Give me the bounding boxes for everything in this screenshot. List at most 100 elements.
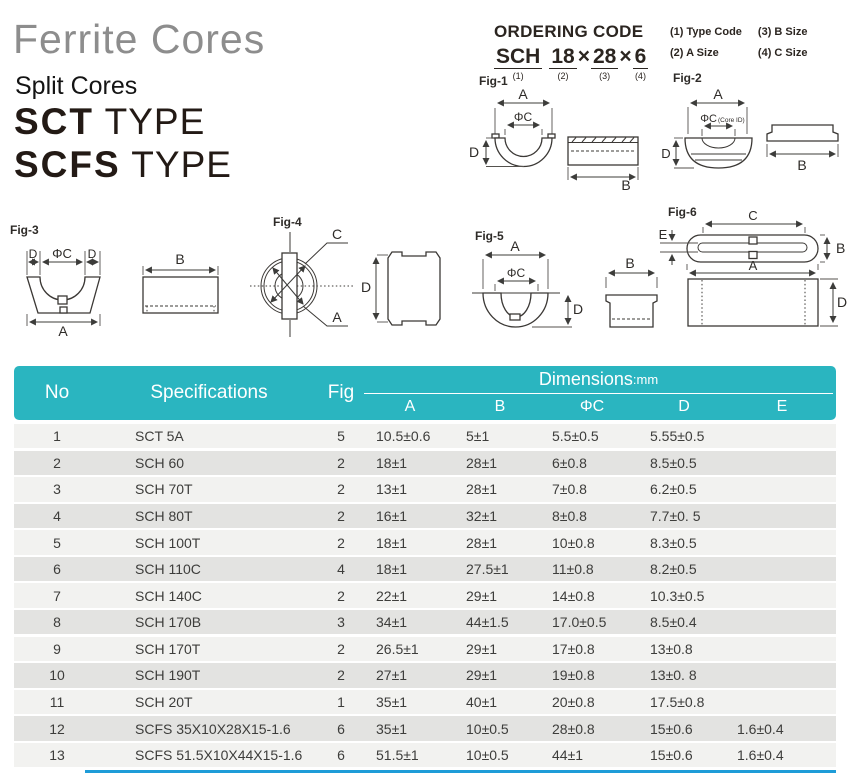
cell-d: 7.7±0. 5 bbox=[650, 507, 701, 524]
cell-a: 22±1 bbox=[376, 587, 408, 604]
cell-c: 17±0.8 bbox=[552, 640, 595, 657]
table-row: 1 SCT 5A 5 10.5±0.6 5±1 5.5±0.5 5.55±0.5 bbox=[14, 424, 836, 449]
table-row: 13 SCFS 51.5X10X44X15-1.6 6 51.5±1 10±0.5 44±… bbox=[14, 742, 836, 768]
cell-c: 10±0.8 bbox=[552, 534, 595, 551]
fig1-dim-d: D bbox=[469, 137, 524, 167]
header-specifications: Specifications bbox=[150, 382, 268, 403]
legend-item: (1) Type Code bbox=[670, 26, 742, 38]
ordering-part-b: 28 (3) bbox=[590, 45, 619, 82]
cell-no: 3 bbox=[53, 481, 61, 498]
type-sct-rest: TYPE bbox=[94, 101, 206, 142]
fig5-dim-b-label: B bbox=[625, 255, 634, 271]
cell-no: 13 bbox=[49, 747, 65, 764]
cell-b: 10±0.5 bbox=[466, 747, 509, 764]
cell-b: 28±1 bbox=[466, 454, 498, 471]
fig1-dim-d-label: D bbox=[469, 144, 479, 160]
fig4-dim-d-label: D bbox=[361, 279, 371, 295]
cell-c: 14±0.8 bbox=[552, 587, 595, 604]
fig2-front-view bbox=[684, 137, 753, 169]
table-row: 11 SCH 20T 1 35±1 40±1 20±0.8 17.5±0.8 bbox=[14, 689, 836, 715]
cell-b: 44±1.5 bbox=[466, 614, 509, 631]
type-sct-bold: SCT bbox=[14, 101, 94, 142]
cell-fig: 5 bbox=[337, 428, 345, 445]
table-row: 4 SCH 80T 2 16±1 32±1 8±0.8 7.7±0. 5 bbox=[14, 503, 836, 529]
cell-no: 8 bbox=[53, 614, 61, 631]
cell-c: 8±0.8 bbox=[552, 507, 587, 524]
cell-no: 7 bbox=[53, 587, 61, 604]
cell-c: 28±0.8 bbox=[552, 720, 595, 737]
fig3-dim-b: B bbox=[142, 251, 219, 275]
table-row: 2 SCH 60 2 18±1 28±1 6±0.8 8.5±0.5 bbox=[14, 450, 836, 475]
fig2-dim-d: D bbox=[661, 137, 694, 169]
fig5-side-view bbox=[605, 294, 658, 328]
cell-fig: 2 bbox=[337, 640, 345, 657]
dimensions-table: No Specifications Fig Dimensions:mm A B … bbox=[14, 366, 836, 770]
table-row: 12 SCFS 35X10X28X15-1.6 6 35±1 10±0.5 28±0.8 1… bbox=[14, 716, 836, 741]
cell-c: 20±0.8 bbox=[552, 693, 595, 710]
fig2-dim-d-label: D bbox=[661, 146, 670, 161]
fig1-dim-b: B bbox=[567, 167, 639, 192]
ordering-part-c-value: 6 bbox=[632, 45, 649, 70]
cell-spec: SCH 20T bbox=[135, 693, 193, 710]
cell-fig: 3 bbox=[337, 614, 345, 631]
fig6-dim-a-label: A bbox=[749, 258, 758, 273]
cell-fig: 6 bbox=[337, 747, 345, 764]
ordering-part-b-marker: (3) bbox=[599, 71, 611, 82]
cell-a: 35±1 bbox=[376, 693, 408, 710]
cell-b: 28±1 bbox=[466, 481, 498, 498]
fig2-dim-c-label: ΦC bbox=[700, 113, 717, 125]
fig6-top-view bbox=[660, 234, 819, 263]
fig6-side-view bbox=[687, 278, 819, 327]
fig2-dim-c-note: (Core ID) bbox=[718, 117, 745, 124]
fig1-dim-a: A bbox=[494, 86, 553, 134]
fig2-dim-c: ΦC (Core ID) bbox=[700, 113, 745, 136]
fig1-label: Fig-1 bbox=[479, 74, 508, 88]
cell-no: 1 bbox=[53, 428, 61, 445]
table-row: 9 SCH 170T 2 26.5±1 29±1 17±0.8 13±0.8 bbox=[14, 636, 836, 662]
cell-spec: SCH 60 bbox=[135, 454, 185, 471]
page-title: Ferrite Cores bbox=[13, 16, 266, 62]
cell-no: 5 bbox=[53, 534, 61, 551]
cell-spec: SCH 170B bbox=[135, 614, 202, 631]
cell-a: 26.5±1 bbox=[376, 640, 419, 657]
cell-d: 5.55±0.5 bbox=[650, 428, 705, 445]
header-col-c: ΦC bbox=[579, 398, 605, 415]
fig3-dim-d1-label: D bbox=[29, 247, 38, 261]
ordering-part-type-value: SCH bbox=[494, 45, 543, 70]
cell-d: 8.5±0.5 bbox=[650, 454, 697, 471]
header-col-a: A bbox=[404, 398, 416, 415]
type-title-sct: SCT TYPE bbox=[14, 101, 205, 143]
cell-no: 9 bbox=[53, 640, 61, 657]
fig2-label: Fig-2 bbox=[673, 71, 702, 85]
table-header: No Specifications Fig Dimensions:mm A B … bbox=[14, 366, 836, 420]
fig4-dim-c-label: C bbox=[332, 226, 342, 242]
fig3-label: Fig-3 bbox=[10, 223, 39, 237]
cell-spec: SCFS 51.5X10X44X15-1.6 bbox=[135, 747, 303, 764]
fig2-dim-b-label: B bbox=[797, 157, 806, 173]
fig4-dim-d: D bbox=[361, 254, 388, 323]
cell-c: 11±0.8 bbox=[552, 561, 594, 578]
fig2-side-view bbox=[766, 124, 839, 142]
cell-b: 27.5±1 bbox=[466, 561, 509, 578]
fig3-dim-a-label: A bbox=[58, 323, 68, 339]
header-col-b: B bbox=[494, 398, 506, 415]
cell-fig: 2 bbox=[337, 454, 345, 471]
cell-a: 51.5±1 bbox=[376, 747, 419, 764]
page-subtitle: Split Cores bbox=[15, 72, 138, 100]
cell-fig: 6 bbox=[337, 720, 345, 737]
fig3-side-view bbox=[142, 276, 219, 314]
fig4-drawing: Fig-4 C A D bbox=[250, 215, 441, 337]
cell-e: 1.6±0.4 bbox=[737, 747, 784, 764]
fig4-front-view: C A bbox=[250, 226, 353, 337]
cell-c: 44±1 bbox=[552, 747, 584, 764]
cell-spec: SCH 140C bbox=[135, 587, 202, 604]
header-col-e: E bbox=[776, 398, 788, 415]
cell-d: 8.5±0.4 bbox=[650, 614, 697, 631]
fig5-dim-a: A bbox=[482, 238, 549, 289]
cell-d: 15±0.6 bbox=[650, 720, 693, 737]
cell-fig: 2 bbox=[337, 481, 345, 498]
cell-spec: SCH 100T bbox=[135, 534, 201, 551]
fig6-dim-b-label: B bbox=[836, 240, 845, 256]
fig2-dim-a: A bbox=[687, 86, 748, 134]
